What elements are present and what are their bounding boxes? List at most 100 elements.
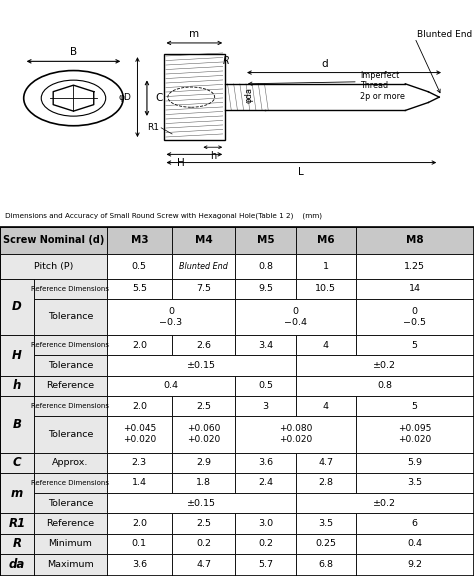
Text: L: L	[299, 166, 304, 177]
Bar	[356, 396, 474, 416]
Text: Reference Dimensions: Reference Dimensions	[31, 342, 109, 348]
Bar	[296, 254, 356, 279]
Text: m: m	[189, 29, 200, 39]
Bar	[107, 254, 172, 279]
Text: 3.4: 3.4	[258, 341, 273, 350]
Bar	[0, 453, 34, 473]
Text: ±0.2: ±0.2	[374, 361, 396, 370]
Bar	[296, 335, 356, 355]
Bar	[34, 299, 107, 335]
Bar	[34, 335, 107, 355]
Bar	[356, 279, 474, 299]
Text: B: B	[70, 47, 77, 57]
Bar	[296, 279, 356, 299]
Text: 2.5: 2.5	[196, 519, 211, 528]
Text: 0.2: 0.2	[258, 539, 273, 548]
Bar	[107, 376, 235, 396]
Text: 9.2: 9.2	[407, 560, 422, 569]
Bar	[0, 493, 34, 513]
Text: 0.8: 0.8	[258, 262, 273, 271]
Bar	[0, 279, 34, 335]
Bar	[356, 299, 474, 335]
Bar	[296, 533, 356, 554]
Text: 1.4: 1.4	[132, 479, 147, 487]
Text: Pitch (P): Pitch (P)	[34, 262, 73, 271]
Bar	[0, 227, 107, 254]
Bar	[0, 279, 34, 299]
Bar	[0, 335, 34, 355]
Text: Reference: Reference	[46, 519, 94, 528]
Bar	[107, 396, 172, 416]
Text: Screw Nominal (d): Screw Nominal (d)	[3, 236, 104, 245]
Text: 5: 5	[412, 401, 418, 411]
Text: +0.095
+0.020: +0.095 +0.020	[398, 425, 431, 445]
Bar	[34, 279, 107, 299]
Bar	[0, 453, 34, 473]
Text: R: R	[223, 56, 229, 66]
Bar	[107, 227, 172, 254]
Bar	[0, 396, 34, 453]
Text: R1: R1	[147, 123, 159, 132]
Text: 3: 3	[263, 401, 268, 411]
Text: Tolerance: Tolerance	[48, 499, 93, 507]
Bar	[296, 513, 356, 533]
Text: 4.7: 4.7	[196, 560, 211, 569]
Text: 0.5: 0.5	[258, 381, 273, 391]
Bar	[172, 396, 235, 416]
Text: 4.7: 4.7	[318, 458, 333, 467]
Text: 5: 5	[412, 341, 418, 350]
Bar	[164, 54, 225, 140]
Bar	[0, 554, 34, 576]
Text: 2.5: 2.5	[196, 401, 211, 411]
Bar	[0, 376, 34, 396]
Text: R1: R1	[9, 517, 26, 530]
Bar	[235, 279, 296, 299]
Bar	[107, 335, 172, 355]
Text: H: H	[12, 349, 22, 362]
Text: 0
−0.3: 0 −0.3	[159, 307, 182, 327]
Text: Tolerance: Tolerance	[48, 430, 93, 439]
Text: 0.2: 0.2	[196, 539, 211, 548]
Bar	[34, 396, 107, 416]
Bar	[0, 513, 34, 533]
Text: 4: 4	[323, 401, 328, 411]
Text: 0.8: 0.8	[377, 381, 392, 391]
Bar	[235, 254, 296, 279]
Bar	[34, 493, 107, 513]
Text: 3.6: 3.6	[258, 458, 273, 467]
Text: 1.25: 1.25	[404, 262, 425, 271]
Text: +0.045
+0.020: +0.045 +0.020	[123, 425, 156, 445]
Text: 14: 14	[409, 284, 421, 293]
Bar	[0, 533, 34, 554]
Text: B: B	[13, 418, 21, 431]
Bar	[356, 254, 474, 279]
Text: m: m	[11, 487, 23, 499]
Bar	[107, 473, 172, 493]
Bar	[34, 554, 107, 576]
Bar	[356, 554, 474, 576]
Bar	[107, 355, 296, 376]
Bar	[0, 299, 34, 335]
Bar	[356, 513, 474, 533]
Bar	[34, 533, 107, 554]
Bar	[0, 513, 34, 533]
Bar	[172, 533, 235, 554]
Bar	[0, 376, 34, 396]
Text: 2.9: 2.9	[196, 458, 211, 467]
Bar	[172, 227, 235, 254]
Text: M8: M8	[406, 236, 424, 245]
Bar	[34, 473, 107, 493]
Text: C: C	[13, 456, 21, 469]
Text: 0.4: 0.4	[407, 539, 422, 548]
Text: ±0.15: ±0.15	[187, 361, 216, 370]
Bar	[235, 416, 356, 453]
Bar	[172, 279, 235, 299]
Bar	[172, 254, 235, 279]
Bar	[296, 554, 356, 576]
Bar	[0, 416, 34, 453]
Text: Reference Dimensions: Reference Dimensions	[31, 480, 109, 486]
Bar	[34, 376, 107, 396]
Text: 9.5: 9.5	[258, 284, 273, 293]
Text: 6.8: 6.8	[318, 560, 333, 569]
Text: ±0.15: ±0.15	[187, 499, 216, 507]
